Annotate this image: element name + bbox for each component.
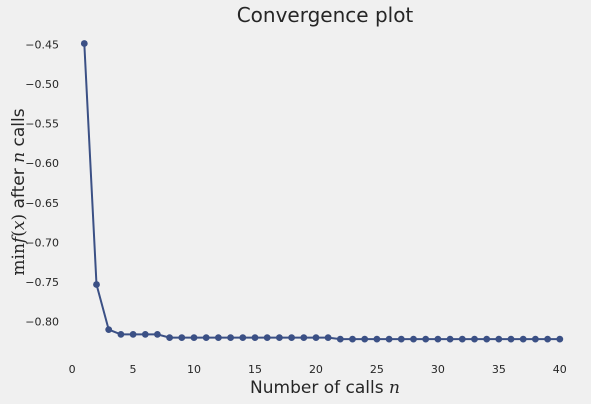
data-point	[251, 334, 259, 341]
data-point	[434, 335, 442, 343]
data-point	[105, 326, 113, 333]
data-point	[446, 335, 454, 343]
series-points	[80, 40, 564, 343]
data-point	[312, 334, 320, 341]
y-axis-label-open: (	[9, 230, 29, 237]
data-point	[361, 335, 369, 343]
y-axis-label-x: x	[9, 220, 29, 230]
data-point	[215, 334, 222, 341]
data-point	[544, 335, 551, 343]
data-point	[324, 334, 332, 341]
data-point	[239, 334, 247, 341]
y-tick-label: −0.70	[25, 236, 59, 249]
data-point	[349, 335, 356, 343]
y-tick-label: −0.75	[25, 276, 59, 289]
data-point	[458, 335, 466, 343]
data-point	[471, 335, 478, 343]
x-tick-label: 30	[431, 363, 445, 376]
y-axis-label-calls: calls	[9, 108, 29, 152]
data-point	[166, 334, 174, 341]
y-axis-label-n: n	[9, 152, 29, 163]
data-point	[397, 335, 405, 343]
y-tick-label: −0.55	[25, 118, 59, 131]
data-point	[373, 335, 381, 343]
data-point	[422, 335, 430, 343]
data-point	[190, 334, 198, 341]
data-point	[519, 335, 527, 343]
y-axis-label-after: after	[9, 163, 29, 214]
data-point	[507, 335, 515, 343]
chart-title: Convergence plot	[237, 3, 414, 27]
y-tick-label: −0.45	[25, 38, 59, 51]
y-axis-ticks: −0.45 −0.50 −0.55 −0.60 −0.65 −0.70 −0.75 −0.80	[25, 38, 59, 328]
x-axis-ticks: 0 5 10 15 20 25 30 35 40	[69, 363, 567, 376]
data-point	[410, 335, 417, 343]
y-axis-label: minf(x) after n calls	[9, 108, 29, 275]
x-axis-label: Number of calls n	[250, 378, 400, 398]
y-axis-label-min: min	[9, 243, 29, 276]
x-tick-label: 0	[69, 363, 76, 376]
x-axis-label-text: Number of calls	[250, 378, 389, 398]
data-point	[117, 331, 125, 338]
data-point	[227, 334, 235, 341]
y-axis-label-close: )	[9, 214, 29, 221]
data-point	[556, 335, 564, 343]
data-point	[263, 334, 271, 341]
data-point	[141, 331, 149, 338]
x-tick-label: 10	[187, 363, 201, 376]
y-tick-label: −0.80	[25, 316, 59, 329]
x-tick-label: 5	[130, 363, 137, 376]
data-point	[93, 281, 100, 288]
data-point	[154, 331, 161, 338]
data-point	[276, 334, 283, 341]
x-tick-label: 35	[492, 363, 506, 376]
x-tick-label: 15	[248, 363, 262, 376]
x-tick-label: 20	[309, 363, 323, 376]
data-point	[300, 334, 308, 341]
data-point	[483, 335, 491, 343]
y-axis-label-f: f	[9, 234, 29, 245]
data-point	[532, 335, 539, 343]
data-point	[178, 334, 186, 341]
y-tick-label: −0.65	[25, 197, 59, 210]
data-point	[129, 331, 137, 338]
series-line	[83, 43, 560, 341]
x-tick-label: 25	[370, 363, 384, 376]
data-point	[385, 335, 393, 343]
data-point	[202, 334, 210, 341]
data-point	[336, 335, 344, 343]
y-tick-label: −0.60	[25, 157, 59, 170]
data-point	[80, 40, 88, 47]
x-axis-label-n: n	[389, 378, 400, 398]
y-tick-label: −0.50	[25, 78, 59, 91]
x-tick-label: 40	[553, 363, 567, 376]
data-point	[495, 335, 503, 343]
data-point	[288, 334, 295, 341]
